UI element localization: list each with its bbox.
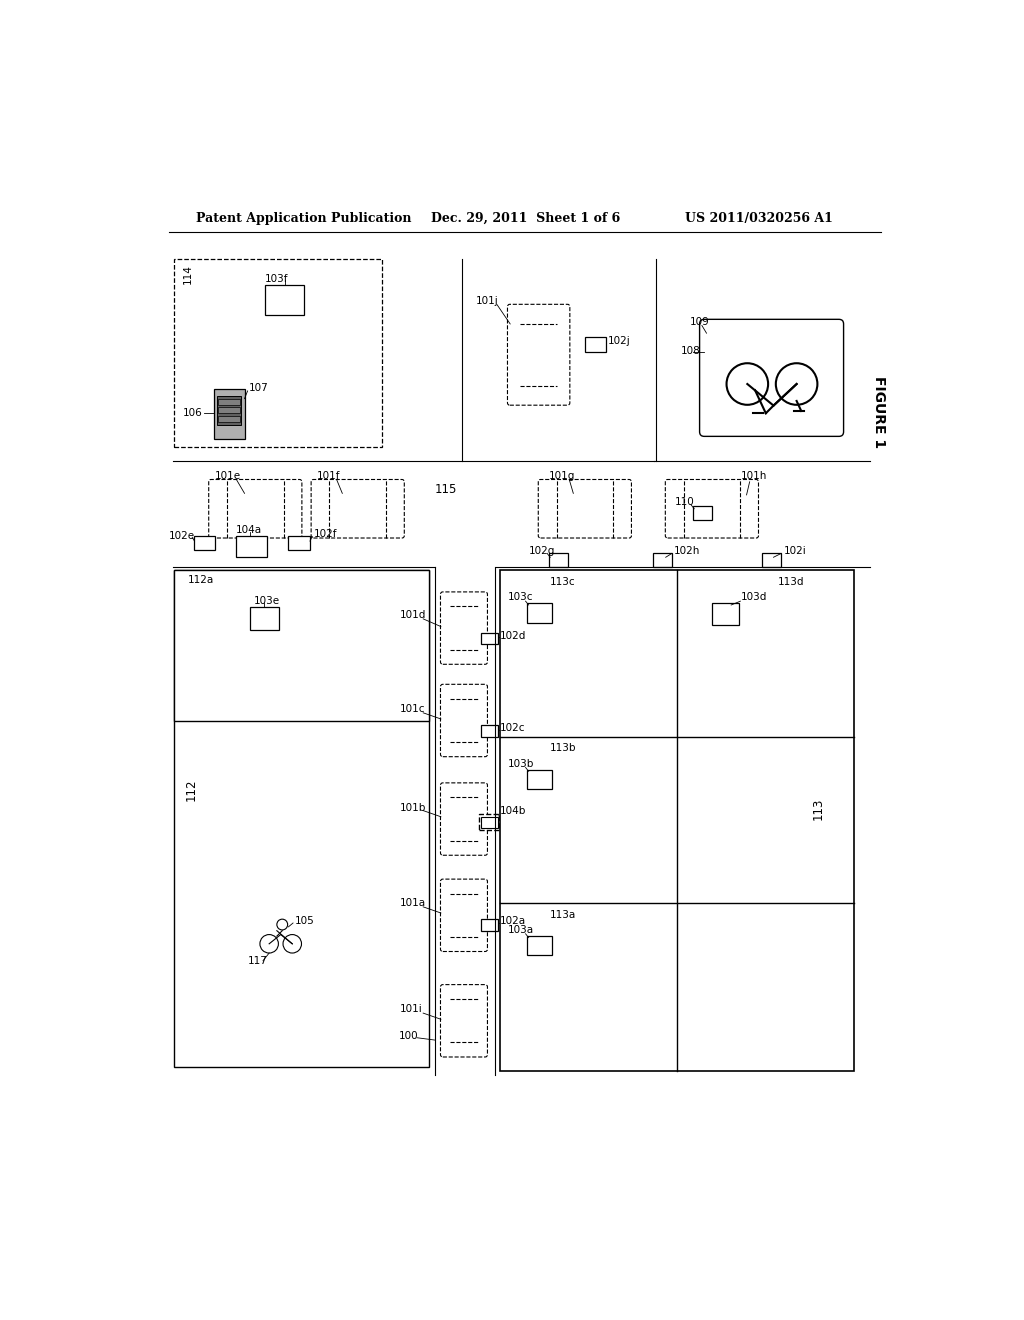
- Text: 104a: 104a: [237, 525, 262, 536]
- FancyBboxPatch shape: [209, 479, 302, 539]
- Bar: [214, 389, 245, 440]
- Text: 103c: 103c: [508, 593, 534, 602]
- Bar: [527, 770, 552, 789]
- FancyBboxPatch shape: [440, 591, 487, 664]
- Text: 102c: 102c: [500, 723, 525, 733]
- Text: 101f: 101f: [316, 471, 340, 482]
- Text: 113: 113: [812, 797, 825, 820]
- Text: 102h: 102h: [674, 546, 700, 556]
- Bar: [527, 936, 552, 956]
- Text: 113c: 113c: [550, 577, 575, 587]
- Bar: [481, 725, 498, 737]
- Text: 101b: 101b: [400, 803, 426, 813]
- FancyBboxPatch shape: [666, 479, 759, 539]
- Bar: [217, 396, 242, 425]
- Bar: [481, 632, 498, 644]
- Bar: [265, 285, 304, 314]
- Text: 113b: 113b: [550, 743, 577, 754]
- Bar: [218, 399, 240, 405]
- Text: 109: 109: [689, 317, 710, 327]
- Bar: [194, 536, 215, 549]
- Text: 102g: 102g: [528, 546, 555, 556]
- Text: 101g: 101g: [549, 471, 575, 482]
- Bar: [237, 536, 267, 557]
- Text: 101e: 101e: [215, 471, 242, 482]
- Text: 102j: 102j: [608, 335, 631, 346]
- Text: 101j: 101j: [475, 296, 499, 306]
- Text: 108: 108: [680, 346, 700, 356]
- Bar: [712, 603, 739, 626]
- Text: 100: 100: [398, 1031, 418, 1041]
- Bar: [500, 570, 854, 1071]
- Text: 114: 114: [183, 264, 193, 284]
- Text: 102d: 102d: [500, 631, 526, 640]
- Text: 113d: 113d: [777, 577, 804, 587]
- Text: 102i: 102i: [783, 546, 806, 556]
- FancyBboxPatch shape: [440, 783, 487, 855]
- FancyBboxPatch shape: [440, 985, 487, 1057]
- Text: 101a: 101a: [400, 898, 426, 908]
- Bar: [585, 337, 606, 352]
- Text: 102e: 102e: [169, 531, 196, 541]
- Bar: [481, 817, 498, 829]
- Bar: [218, 416, 240, 422]
- Bar: [174, 259, 382, 447]
- Bar: [250, 607, 280, 630]
- Text: 103b: 103b: [508, 759, 535, 768]
- Text: 102f: 102f: [313, 529, 337, 539]
- Text: 107: 107: [249, 383, 268, 393]
- Bar: [174, 570, 429, 721]
- Text: 112a: 112a: [188, 576, 215, 585]
- Text: 104b: 104b: [500, 807, 526, 816]
- Text: Patent Application Publication: Patent Application Publication: [196, 213, 412, 224]
- FancyBboxPatch shape: [508, 305, 569, 405]
- Text: 105: 105: [295, 916, 314, 925]
- Text: 117: 117: [248, 956, 267, 966]
- Bar: [479, 814, 500, 830]
- Text: 112: 112: [184, 779, 198, 801]
- Text: US 2011/0320256 A1: US 2011/0320256 A1: [685, 213, 833, 224]
- Text: 103e: 103e: [254, 597, 280, 606]
- Text: FIGURE 1: FIGURE 1: [872, 376, 886, 449]
- Text: 101d: 101d: [400, 610, 426, 620]
- Bar: [692, 507, 712, 520]
- Text: 101i: 101i: [400, 1005, 423, 1014]
- Text: 103f: 103f: [265, 275, 289, 284]
- Bar: [652, 553, 672, 566]
- Bar: [289, 536, 310, 549]
- Bar: [527, 603, 552, 623]
- Text: 103d: 103d: [741, 593, 768, 602]
- Text: 113a: 113a: [550, 909, 577, 920]
- FancyBboxPatch shape: [440, 684, 487, 756]
- FancyBboxPatch shape: [699, 319, 844, 437]
- Text: 103a: 103a: [508, 925, 534, 935]
- Bar: [174, 570, 429, 1067]
- Text: 110: 110: [675, 496, 694, 507]
- FancyBboxPatch shape: [539, 479, 632, 539]
- FancyBboxPatch shape: [311, 479, 404, 539]
- Text: 101h: 101h: [741, 471, 768, 482]
- FancyBboxPatch shape: [440, 879, 487, 952]
- Text: 102a: 102a: [500, 916, 526, 925]
- Bar: [481, 919, 498, 931]
- Text: 106: 106: [183, 408, 203, 417]
- Text: 115: 115: [435, 483, 457, 496]
- Bar: [549, 553, 568, 566]
- Bar: [218, 407, 240, 413]
- Text: 101c: 101c: [400, 704, 426, 714]
- Text: Dec. 29, 2011  Sheet 1 of 6: Dec. 29, 2011 Sheet 1 of 6: [431, 213, 621, 224]
- Bar: [762, 553, 781, 566]
